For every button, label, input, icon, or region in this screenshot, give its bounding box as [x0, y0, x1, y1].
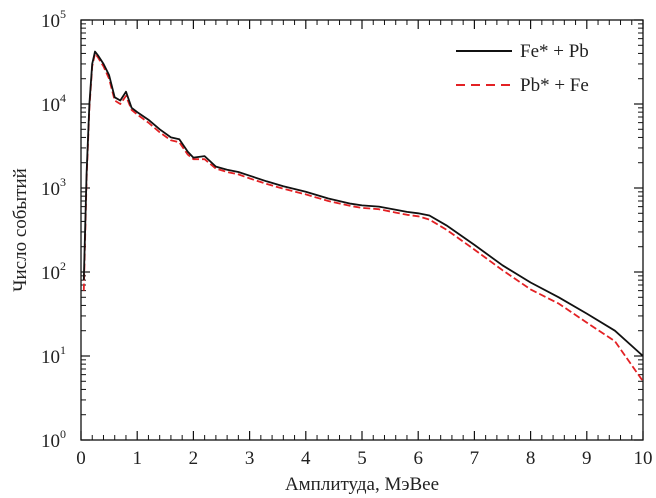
legend-label-fe-pb: Fe* + Pb [520, 41, 589, 62]
y-tick-base: 10 [41, 179, 60, 200]
y-tick-exponent: 2 [60, 259, 66, 273]
y-tick-label: 105 [41, 7, 66, 32]
y-tick-base: 10 [41, 95, 60, 116]
x-axis-label: Амплитуда, МэВее [285, 474, 439, 495]
x-tick-label: 1 [132, 448, 142, 469]
y-tick-exponent: 4 [60, 91, 66, 105]
y-tick-base: 10 [41, 431, 60, 452]
x-tick-label: 2 [189, 448, 199, 469]
legend-label-pb-fe: Pb* + Fe [520, 75, 589, 96]
y-tick-base: 10 [41, 263, 60, 284]
x-tick-label: 0 [76, 448, 86, 469]
y-tick-exponent: 1 [60, 343, 66, 357]
y-tick-exponent: 5 [60, 7, 66, 21]
x-tick-label: 8 [526, 448, 536, 469]
x-tick-label: 6 [413, 448, 423, 469]
y-tick-base: 10 [41, 11, 60, 32]
series-line-pb-fe [82, 52, 644, 382]
x-tick-labels: 0 1 2 3 4 5 6 7 8 9 10 [76, 448, 652, 469]
x-tick-label: 7 [470, 448, 480, 469]
legend: Fe* + Pb Pb* + Fe [456, 41, 589, 96]
y-tick-exponent: 3 [60, 175, 66, 189]
x-tick-label: 4 [301, 448, 311, 469]
y-tick-exponent: 0 [60, 427, 66, 441]
y-axis-label: Число событий [10, 168, 31, 292]
y-tick-base: 10 [41, 347, 60, 368]
y-tick-label: 103 [41, 175, 66, 200]
x-tick-label: 10 [634, 448, 653, 469]
x-tick-label: 9 [582, 448, 592, 469]
x-tick-label: 3 [245, 448, 255, 469]
y-tick-label: 100 [41, 427, 66, 452]
series-layer [82, 50, 644, 382]
series-line-fe-pb [82, 50, 644, 357]
y-tick-label: 104 [41, 91, 66, 116]
y-tick-label: 101 [41, 343, 66, 368]
x-tick-label: 5 [357, 448, 367, 469]
y-tick-label: 102 [41, 259, 66, 284]
